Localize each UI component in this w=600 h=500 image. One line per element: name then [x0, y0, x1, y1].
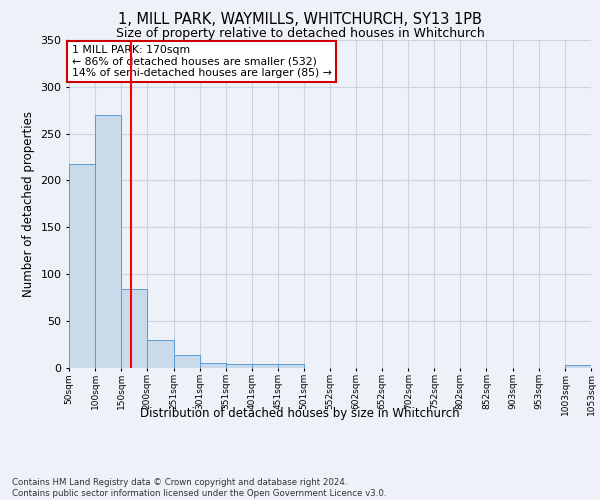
- Y-axis label: Number of detached properties: Number of detached properties: [22, 111, 35, 296]
- Bar: [173, 356, 200, 368]
- Text: 1 MILL PARK: 170sqm
← 86% of detached houses are smaller (532)
14% of semi-detac: 1 MILL PARK: 170sqm ← 86% of detached ho…: [71, 45, 331, 78]
- Bar: [200, 363, 226, 368]
- Bar: [278, 364, 304, 368]
- Text: 1, MILL PARK, WAYMILLS, WHITCHURCH, SY13 1PB: 1, MILL PARK, WAYMILLS, WHITCHURCH, SY13…: [118, 12, 482, 28]
- Bar: [251, 364, 278, 368]
- Text: Size of property relative to detached houses in Whitchurch: Size of property relative to detached ho…: [116, 28, 484, 40]
- Bar: [147, 340, 173, 367]
- Bar: [95, 115, 121, 368]
- Bar: [226, 364, 251, 368]
- Text: Contains HM Land Registry data © Crown copyright and database right 2024.
Contai: Contains HM Land Registry data © Crown c…: [12, 478, 386, 498]
- Bar: [69, 164, 95, 368]
- Bar: [121, 289, 147, 368]
- Text: Distribution of detached houses by size in Whitchurch: Distribution of detached houses by size …: [140, 408, 460, 420]
- Bar: [565, 364, 591, 368]
